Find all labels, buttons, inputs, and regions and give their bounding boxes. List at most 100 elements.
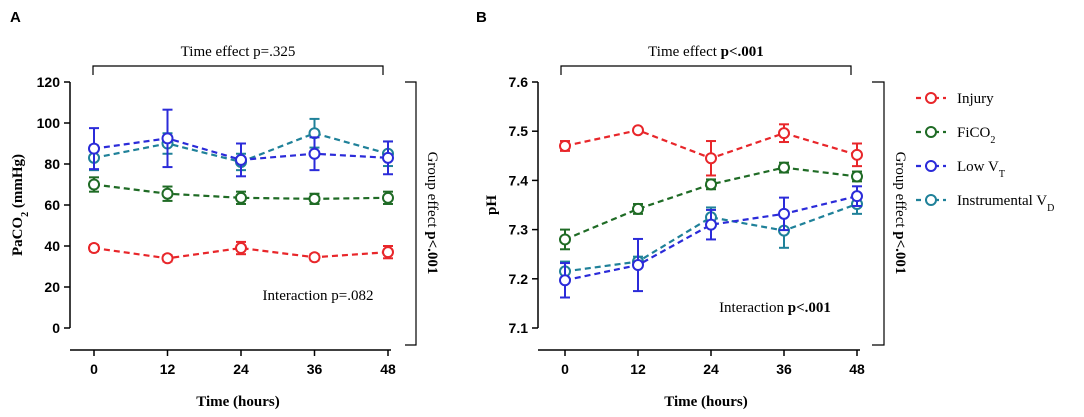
x-tick-label-b-4: 48 — [849, 361, 865, 377]
time-effect-label-b: Time effect p<.001 — [648, 44, 764, 60]
group-effect-bracket-a — [405, 81, 417, 346]
data-point-b-fico2-3 — [778, 161, 790, 174]
data-point-a-injury-4 — [382, 246, 394, 259]
data-point-b-injury-3 — [778, 127, 790, 140]
data-point-b-low-vt-0 — [559, 274, 571, 287]
y-axis-label-a-main: PaCO — [10, 217, 26, 256]
y-axis-label-b: pH — [484, 195, 500, 215]
legend-label-low-vt: Low VT — [957, 159, 1005, 180]
interaction-label-a: Interaction p=.082 — [263, 288, 374, 304]
group-effect-prefix-a: Group effect — [424, 152, 440, 232]
data-point-b-low-vt-4 — [851, 190, 863, 203]
y-ticks-b: 7.1 7.2 7.3 7.4 7.5 7.6 — [509, 74, 538, 336]
legend-label-sub-instrumental-vd: D — [1047, 203, 1054, 214]
x-tick-label-b-0: 0 — [561, 361, 569, 377]
series-group-a — [88, 108, 394, 265]
data-point-b-injury-1 — [632, 124, 644, 137]
legend-marker-fico2 — [925, 126, 937, 138]
data-point-a-low-vt-2 — [235, 153, 247, 166]
data-point-b-fico2-2 — [705, 178, 717, 191]
legend-marker-instrumental-vd — [925, 194, 937, 206]
data-point-b-injury-4 — [851, 148, 863, 161]
data-point-a-low-vt-3 — [308, 147, 321, 160]
y-tick-label-b-4: 7.5 — [509, 123, 529, 139]
data-point-b-fico2-0 — [559, 233, 571, 246]
time-effect-label-a: Time effect p=.325 — [181, 44, 296, 60]
data-point-a-fico2-1 — [161, 187, 174, 200]
legend-label-injury: Injury — [957, 91, 994, 107]
interaction-label-b: Interaction p<.001 — [719, 300, 831, 316]
group-effect-p-b: p<.001 — [892, 231, 908, 274]
group-effect-prefix-b: Group effect — [892, 152, 908, 232]
y-ticks-a: 0 20 40 60 80 100 120 — [37, 74, 70, 336]
y-axis-label-b-main: pH — [484, 195, 500, 215]
legend-label-main-fico2: FiCO — [957, 125, 991, 141]
time-effect-bracket-b — [560, 65, 852, 75]
data-point-b-injury-2 — [705, 152, 717, 165]
legend-label-main-instrumental-vd: Instrumental V — [957, 193, 1047, 209]
y-tick-label-a-1: 20 — [44, 279, 60, 295]
y-tick-label-b-3: 7.4 — [509, 172, 529, 188]
y-tick-label-b-1: 7.2 — [509, 271, 529, 287]
data-point-a-low-vt-0 — [88, 142, 100, 155]
data-point-a-injury-2 — [235, 242, 247, 255]
x-tick-label-a-4: 48 — [380, 361, 396, 377]
y-tick-label-a-2: 40 — [44, 238, 60, 254]
y-axis-label-a-suffix: (mmHg) — [10, 154, 26, 212]
x-tick-label-a-1: 12 — [160, 361, 176, 377]
legend-label-sub-low-vt: T — [999, 169, 1005, 180]
data-point-b-fico2-1 — [632, 202, 644, 215]
x-tick-label-a-2: 24 — [233, 361, 249, 377]
panel-label-a: A — [10, 9, 21, 26]
time-effect-prefix-b: Time effect — [648, 44, 721, 60]
data-point-a-fico2-0 — [88, 178, 100, 191]
y-tick-label-a-4: 80 — [44, 156, 60, 172]
series-group-b — [559, 123, 863, 299]
legend-label-sub-fico2: 2 — [990, 135, 995, 146]
time-effect-bracket-a — [92, 65, 384, 75]
data-point-a-injury-0 — [88, 242, 100, 255]
x-tick-label-b-2: 24 — [703, 361, 719, 377]
x-tick-label-a-3: 36 — [307, 361, 323, 377]
x-tick-label-a-0: 0 — [90, 361, 98, 377]
legend-label-fico2: FiCO2 — [957, 125, 995, 146]
data-point-b-low-vt-1 — [632, 259, 644, 272]
group-effect-bracket-b — [872, 81, 885, 346]
data-point-a-fico2-2 — [235, 191, 247, 204]
data-point-a-fico2-3 — [308, 192, 321, 205]
legend-marker-injury — [925, 92, 937, 104]
y-tick-label-a-6: 120 — [37, 74, 61, 90]
panel-b: B Time effect p<.001 Group effect p<.001… — [476, 9, 908, 410]
time-effect-p-b: p<.001 — [721, 44, 764, 60]
y-tick-label-a-3: 60 — [44, 197, 60, 213]
data-point-a-fico2-4 — [382, 191, 394, 204]
y-tick-label-b-5: 7.6 — [509, 74, 529, 90]
x-axis-label-b: Time (hours) — [664, 394, 747, 410]
y-tick-label-a-5: 100 — [37, 115, 61, 131]
legend-label-instrumental-vd: Instrumental VD — [957, 193, 1054, 214]
legend-marker-low-vt — [925, 160, 937, 172]
data-point-b-injury-0 — [559, 139, 571, 152]
interaction-p-b: p<.001 — [788, 300, 831, 316]
series-line-b-fico2 — [564, 166, 858, 241]
group-effect-label-a: Group effect p<.001 — [424, 152, 440, 275]
data-point-b-low-vt-2 — [705, 218, 717, 231]
group-effect-p-a: p<.001 — [424, 231, 440, 274]
data-point-a-injury-3 — [308, 251, 321, 264]
data-point-a-low-vt-1 — [161, 132, 174, 145]
y-tick-label-b-2: 7.3 — [509, 222, 529, 238]
data-point-a-injury-1 — [161, 252, 174, 265]
y-tick-label-b-0: 7.1 — [509, 320, 529, 336]
panel-label-b: B — [476, 9, 487, 26]
data-point-a-low-vt-4 — [382, 151, 394, 164]
x-ticks-b: 0 12 24 36 48 — [561, 350, 865, 377]
data-point-b-low-vt-3 — [778, 207, 790, 220]
x-tick-label-b-1: 12 — [630, 361, 646, 377]
series-line-a-fico2 — [93, 183, 389, 200]
legend-label-main-injury: Injury — [957, 91, 994, 107]
x-axis-label-a: Time (hours) — [196, 394, 279, 410]
data-point-b-fico2-4 — [851, 170, 863, 183]
legend-label-main-low-vt: Low V — [957, 159, 999, 175]
panel-a: A Time effect p=.325 Group effect p<.001… — [10, 9, 440, 410]
